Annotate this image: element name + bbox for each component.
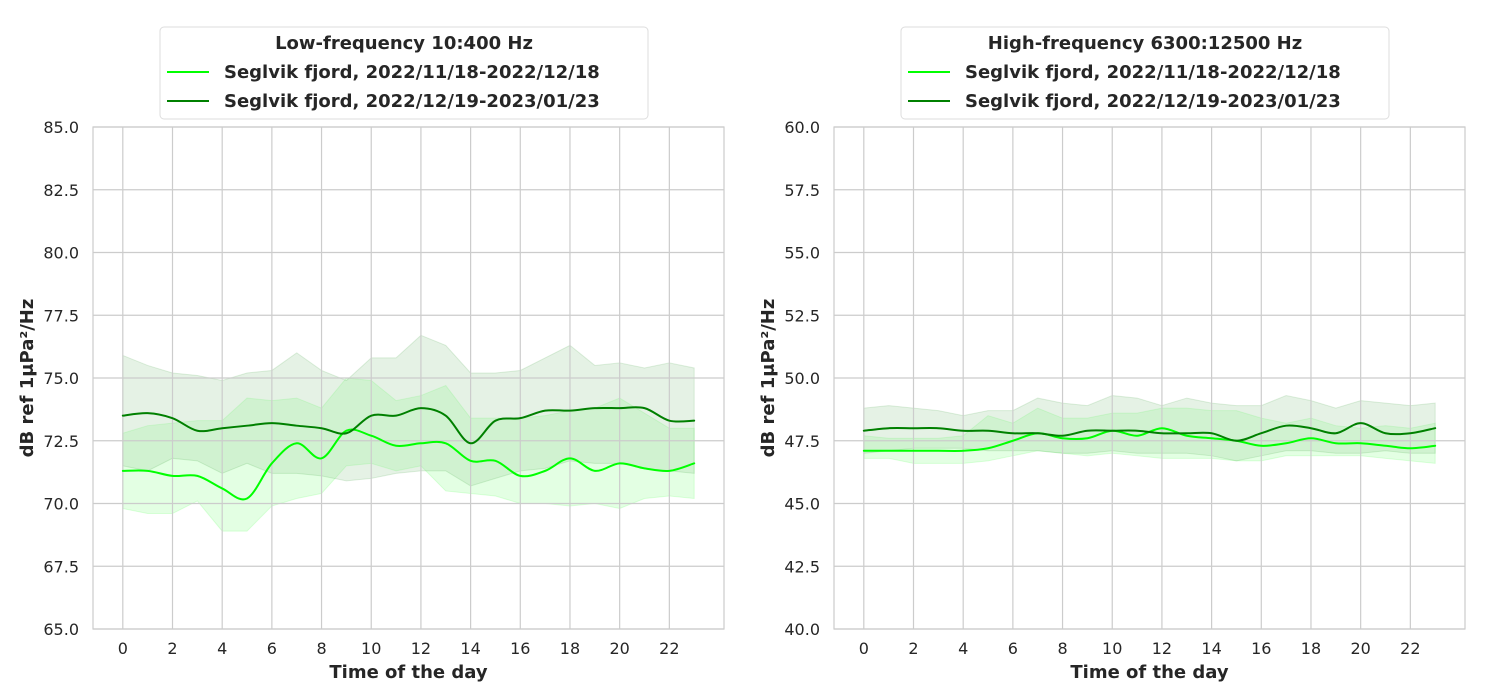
series-lines xyxy=(862,422,1437,452)
x-tick-label: 20 xyxy=(1350,639,1370,658)
y-tick-labels: 65.0 67.5 70.0 72.5 75.0 77.5 80.0 82.5 85.0 xyxy=(43,118,79,639)
legend-label-series-2: Seglvik fjord, 2022/12/19-2023/01/23 xyxy=(224,91,600,112)
series-lines xyxy=(121,406,696,501)
series-line-2 xyxy=(121,406,696,445)
legend-frame xyxy=(159,26,649,120)
x-tick-labels: 0 2 4 6 8 10 12 14 16 18 20 22 xyxy=(859,639,1421,658)
x-tick-label: 0 xyxy=(859,639,869,658)
x-tick-label: 8 xyxy=(1057,639,1067,658)
y-tick-label: 65.0 xyxy=(43,620,79,639)
x-tick-label: 10 xyxy=(1102,639,1122,658)
x-tick-label: 20 xyxy=(609,639,629,658)
series-line-2 xyxy=(862,422,1437,442)
x-tick-label: 18 xyxy=(560,639,580,658)
x-tick-label: 14 xyxy=(460,639,480,658)
x-tick-label: 2 xyxy=(908,639,918,658)
y-tick-label: 67.5 xyxy=(43,557,79,576)
legend-title: High-frequency 6300:12500 Hz xyxy=(988,33,1302,54)
x-tick-label: 18 xyxy=(1301,639,1321,658)
ci-bands xyxy=(863,395,1436,464)
x-tick-label: 6 xyxy=(1008,639,1018,658)
plot-frame xyxy=(92,126,725,630)
y-tick-label: 47.5 xyxy=(784,432,820,451)
y-tick-label: 82.5 xyxy=(43,181,79,200)
legend-label-series-1: Seglvik fjord, 2022/11/18-2022/12/18 xyxy=(965,62,1341,83)
x-tick-labels: 0 2 4 6 8 10 12 14 16 18 20 22 xyxy=(118,639,680,658)
x-tick-label: 16 xyxy=(510,639,530,658)
plot-frame xyxy=(833,126,1466,630)
y-tick-label: 50.0 xyxy=(784,369,820,388)
y-tick-label: 85.0 xyxy=(43,118,79,137)
legend-label-series-2: Seglvik fjord, 2022/12/19-2023/01/23 xyxy=(965,91,1341,112)
y-tick-label: 75.0 xyxy=(43,369,79,388)
legend-title: Low-frequency 10:400 Hz xyxy=(275,33,533,54)
x-tick-label: 16 xyxy=(1251,639,1271,658)
x-tick-label: 0 xyxy=(118,639,128,658)
y-tick-label: 60.0 xyxy=(784,118,820,137)
y-tick-label: 70.0 xyxy=(43,495,79,514)
x-axis-label: Time of the day xyxy=(329,662,488,683)
y-tick-label: 80.0 xyxy=(43,244,79,263)
y-tick-label: 42.5 xyxy=(784,557,820,576)
y-tick-label: 77.5 xyxy=(43,306,79,325)
chart-panel-high-frequency: 0 2 4 6 8 10 12 14 16 18 20 22 40.0 42.5 45.0 47.5 50.0… xyxy=(758,26,1466,683)
y-tick-label: 45.0 xyxy=(784,495,820,514)
x-tick-label: 6 xyxy=(267,639,277,658)
series-line-1 xyxy=(121,428,696,501)
chart-panel-low-frequency: 0 2 4 6 8 10 12 14 16 18 20 22 65.0 67.5 70.0 72.5 75.0… xyxy=(17,26,725,683)
y-tick-label: 40.0 xyxy=(784,620,820,639)
x-tick-label: 4 xyxy=(958,639,968,658)
y-tick-labels: 40.0 42.5 45.0 47.5 50.0 52.5 55.0 57.5 60.0 xyxy=(784,118,820,639)
x-tick-label: 12 xyxy=(411,639,431,658)
x-tick-label: 22 xyxy=(1400,639,1420,658)
x-tick-label: 4 xyxy=(217,639,227,658)
x-tick-label: 22 xyxy=(659,639,679,658)
legend-frame xyxy=(900,26,1390,120)
x-axis-label: Time of the day xyxy=(1070,662,1229,683)
x-tick-label: 12 xyxy=(1152,639,1172,658)
x-tick-label: 14 xyxy=(1201,639,1221,658)
y-tick-label: 52.5 xyxy=(784,306,820,325)
y-tick-label: 57.5 xyxy=(784,181,820,200)
x-tick-label: 10 xyxy=(361,639,381,658)
legend-label-series-1: Seglvik fjord, 2022/11/18-2022/12/18 xyxy=(224,62,600,83)
y-axis-label: dB ref 1μPa²/Hz xyxy=(17,299,38,458)
y-axis-label: dB ref 1μPa²/Hz xyxy=(758,299,779,458)
y-tick-label: 55.0 xyxy=(784,244,820,263)
x-tick-label: 2 xyxy=(167,639,177,658)
x-tick-label: 8 xyxy=(316,639,326,658)
legend: Low-frequency 10:400 Hz Seglvik fjord, 2… xyxy=(159,26,649,120)
y-tick-label: 72.5 xyxy=(43,432,79,451)
legend: High-frequency 6300:12500 Hz Seglvik fjo… xyxy=(900,26,1390,120)
